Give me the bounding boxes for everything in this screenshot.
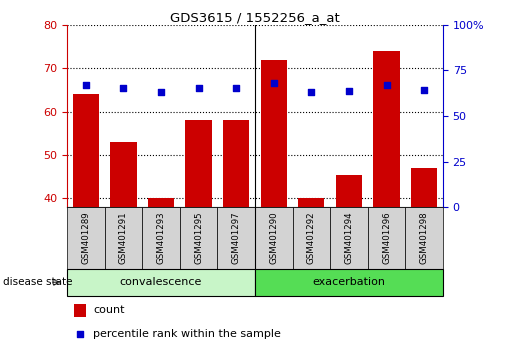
Point: [420, 87, 428, 92]
Text: GSM401298: GSM401298: [420, 212, 428, 264]
Bar: [105, 207, 142, 269]
Text: disease state: disease state: [3, 277, 72, 287]
Text: convalescence: convalescence: [120, 277, 202, 287]
Bar: [293, 207, 330, 269]
Bar: [217, 207, 255, 269]
Text: GSM401291: GSM401291: [119, 212, 128, 264]
Bar: [330, 207, 368, 269]
Bar: [405, 207, 443, 269]
Bar: [298, 198, 324, 207]
Text: GSM401295: GSM401295: [194, 212, 203, 264]
Point: [81, 82, 90, 88]
Point: [157, 90, 165, 95]
Bar: [255, 207, 293, 269]
Bar: [67, 269, 255, 296]
Point: [269, 80, 278, 86]
Point: [76, 331, 84, 336]
Bar: [336, 175, 362, 207]
Bar: [142, 207, 180, 269]
Text: GSM401297: GSM401297: [232, 212, 241, 264]
Bar: [185, 120, 212, 207]
Point: [307, 90, 315, 95]
Text: GSM401294: GSM401294: [345, 212, 353, 264]
Point: [195, 85, 203, 91]
Text: GSM401289: GSM401289: [81, 212, 90, 264]
Text: GSM401296: GSM401296: [382, 212, 391, 264]
Text: GSM401293: GSM401293: [157, 212, 165, 264]
Text: GSM401290: GSM401290: [269, 212, 278, 264]
Title: GDS3615 / 1552256_a_at: GDS3615 / 1552256_a_at: [170, 11, 340, 24]
Text: exacerbation: exacerbation: [313, 277, 385, 287]
Point: [119, 85, 128, 91]
Text: percentile rank within the sample: percentile rank within the sample: [93, 329, 281, 339]
Bar: [73, 94, 99, 207]
Bar: [373, 51, 400, 207]
Bar: [411, 168, 437, 207]
Bar: [148, 198, 174, 207]
Bar: [255, 269, 443, 296]
Bar: [368, 207, 405, 269]
Bar: [180, 207, 217, 269]
Text: GSM401292: GSM401292: [307, 212, 316, 264]
Point: [345, 88, 353, 94]
Bar: [75, 304, 85, 316]
Text: count: count: [93, 305, 125, 315]
Bar: [67, 207, 105, 269]
Bar: [223, 120, 249, 207]
Bar: [261, 59, 287, 207]
Point: [232, 85, 240, 91]
Bar: [110, 142, 136, 207]
Point: [382, 82, 390, 88]
